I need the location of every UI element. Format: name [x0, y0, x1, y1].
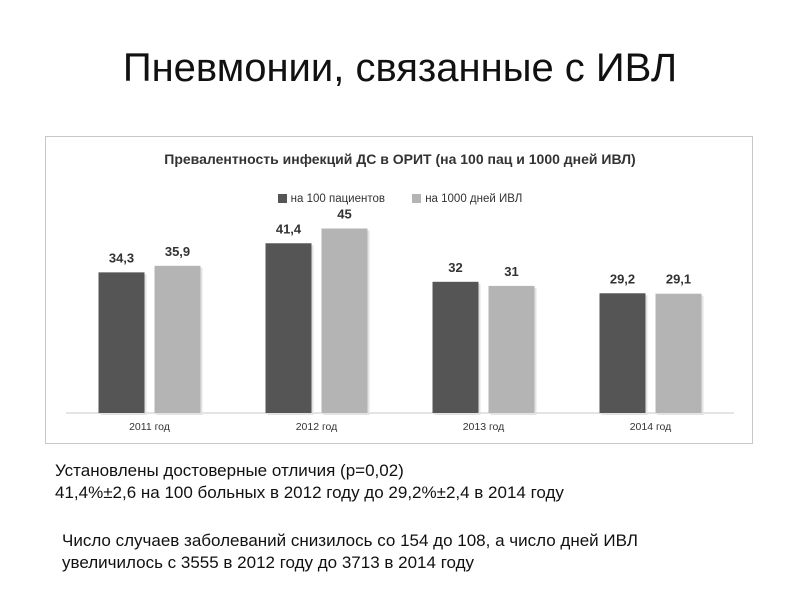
data-label-1-2: 41,4: [276, 221, 302, 236]
bar-1-3: [432, 281, 479, 413]
data-label-2-1: 35,9: [165, 244, 190, 259]
chart-legend: на 100 пациентов на 1000 дней ИВЛ: [46, 193, 754, 205]
bar-chart: 34,3 35,9 2011 год 41,4 45 2012 год 32 31 2013 г…: [66, 207, 734, 433]
legend-item-series-2: на 1000 дней ИВЛ: [412, 193, 522, 205]
category-label-4: 2014 год: [630, 421, 672, 433]
legend-item-series-1: на 100 пациентов: [277, 193, 385, 205]
bar-1-1: [98, 272, 145, 413]
cases-note-text: Число случаев заболеваний снизилось со 1…: [62, 531, 638, 572]
cases-note: Число случаев заболеваний снизилось со 1…: [62, 530, 642, 574]
data-label-1-3: 32: [448, 260, 462, 275]
slide-title: Пневмонии, связанные с ИВЛ: [122, 46, 678, 90]
data-label-2-4: 29,1: [666, 272, 691, 287]
bar-2-2: [321, 228, 368, 413]
bar-1-4: [599, 293, 646, 413]
data-label-1-4: 29,2: [610, 271, 635, 286]
data-label-2-3: 31: [504, 264, 518, 279]
category-label-2: 2012 год: [296, 421, 338, 433]
category-label-1: 2011 год: [129, 421, 170, 433]
data-label-1-1: 34,3: [109, 250, 134, 265]
finding-note: Установлены достоверные отличия (р=0,02)…: [55, 460, 595, 504]
bar-2-4: [655, 293, 702, 413]
legend-label-series-1: на 100 пациентов: [290, 193, 385, 205]
category-label-3: 2013 год: [463, 421, 505, 433]
data-label-2-2: 45: [337, 207, 351, 222]
bar-1-2: [265, 243, 312, 413]
bar-2-3: [488, 285, 535, 413]
finding-note-line-1: Установлены достоверные отличия (р=0,02): [55, 461, 404, 480]
legend-swatch-series-1: [277, 194, 287, 203]
legend-swatch-series-2: [412, 194, 422, 203]
chart-frame: Превалентность инфекций ДС в ОРИТ (на 10…: [45, 136, 753, 444]
bar-2-1: [154, 265, 201, 413]
finding-note-line-2: 41,4%±2,6 на 100 больных в 2012 году до …: [55, 483, 564, 502]
chart-title: Превалентность инфекций ДС в ОРИТ (на 10…: [164, 151, 636, 167]
legend-label-series-2: на 1000 дней ИВЛ: [425, 193, 523, 205]
